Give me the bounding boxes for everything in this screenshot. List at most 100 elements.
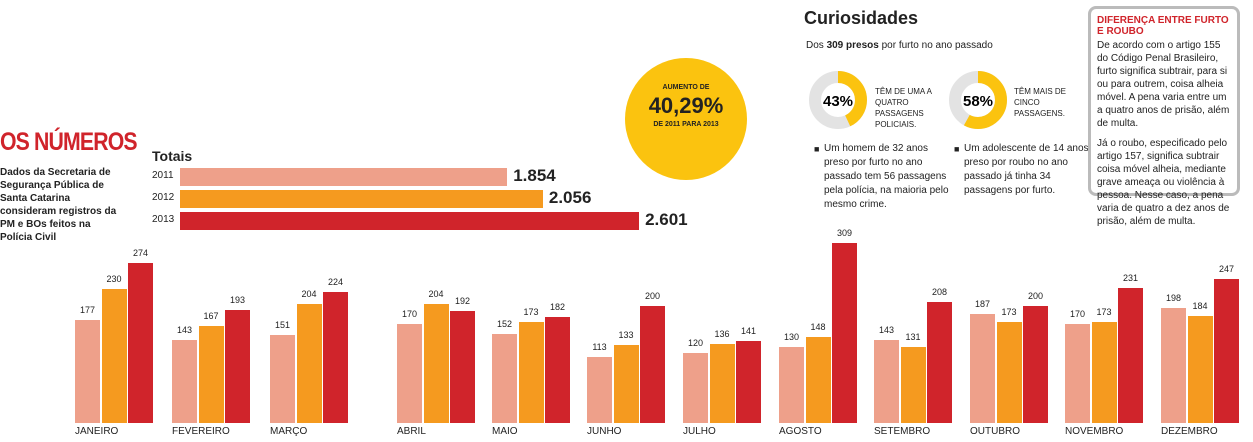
month-label: MAIO [492,426,518,437]
month-bar [1118,288,1143,423]
value-label: 204 [428,289,444,300]
donut-label: 43% [823,93,853,110]
value-label: 274 [132,248,149,259]
value-label: 184 [1192,300,1208,311]
value-label: 151 [274,319,291,330]
month-bar [736,340,761,423]
month-label: JULHO [683,426,716,437]
totals-value: 1.854 [513,166,556,185]
value-label: 309 [836,227,853,238]
month-bar [128,263,153,423]
month-bar [1091,322,1117,423]
value-label: 170 [1069,308,1086,319]
month-bar [683,353,708,423]
note: Um homem de 32 anos preso por furto no a… [814,142,954,212]
note: Um adolescente de 14 anos preso por roub… [954,142,1094,198]
month-label: JUNHO [587,426,622,437]
month-bar [397,323,422,423]
totals-value: 2.601 [645,210,688,229]
totals-bar [180,212,640,230]
month-bar [832,242,857,423]
source-text: Dados da Secretaria de Segurança Pública… [0,167,117,243]
month-bar [423,304,449,423]
value-label: 113 [592,342,607,353]
value-label: 173 [523,307,539,318]
month-bar [996,322,1022,423]
value-label: 120 [687,338,704,349]
month-bar [270,334,295,423]
value-label: 193 [229,295,246,306]
sub-bold: 309 presos [826,40,879,51]
value-label: 141 [740,325,757,336]
value-label: 133 [618,330,634,341]
sub-post: por furto no ano passado [878,40,993,51]
totals-title: Totais [152,148,193,164]
totals-value: 2.056 [548,188,592,207]
month-bar [323,292,348,423]
value-label: 152 [496,319,513,330]
month-bar [805,336,831,423]
month-label: AGOSTO [779,426,822,437]
month-bar [900,346,926,423]
info-box: DIFERENÇA ENTRE FURTO E ROUBO De acordo … [1088,6,1240,227]
donut-43: 43% [809,71,867,129]
curiosidades-subtitle: Dos 309 presos por furto no ano passado [806,40,993,51]
value-label: 173 [1096,307,1112,318]
month-bar [779,347,804,423]
value-label: 143 [878,324,895,335]
month-bar [1023,306,1048,423]
month-label: OUTUBRO [970,426,1020,437]
month-bar [613,345,639,423]
value-label: 170 [401,308,418,319]
page-title: OS NÚMEROS [0,128,138,156]
value-label: 130 [783,332,800,343]
month-bar [927,301,952,423]
value-label: 177 [79,304,96,315]
month-bar [492,334,517,423]
info-box-p2: Já o roubo, especificado pelo artigo 157… [1097,138,1230,227]
value-label: 230 [106,273,122,284]
increase-circle: AUMENTO DE 40,29% DE 2011 PARA 2013 [625,58,747,180]
value-label: 204 [301,289,317,300]
month-bar [709,343,735,423]
month-bar [587,357,612,423]
curiosidades-title: Curiosidades [804,8,919,28]
sub-pre: Dos [806,40,827,51]
month-bar [545,316,570,423]
totals-bar [180,190,543,208]
month-bar [1161,307,1186,423]
month-bar [198,325,224,423]
value-label: 136 [714,328,730,339]
donut-text: TÊM MAIS DE CINCO PASSAGENS. [1014,87,1067,118]
value-label: 247 [1218,263,1235,274]
month-bar [101,288,127,423]
value-label: 182 [549,301,566,312]
month-label: MARÇO [270,426,308,437]
value-label: 208 [931,286,948,297]
month-bar [172,339,197,423]
month-bar [640,306,665,423]
totals-year: 2011 [152,170,174,181]
value-label: 131 [905,331,921,342]
value-label: 224 [327,277,344,288]
month-label: SETEMBRO [874,426,931,437]
month-label: NOVEMBRO [1065,426,1124,437]
month-bar [450,311,475,423]
increase-period: DE 2011 PARA 2013 [653,121,719,128]
totals-bar [180,168,508,186]
value-label: 200 [644,291,661,302]
month-bar [970,313,995,423]
month-bar [1187,315,1213,423]
value-label: 192 [454,296,471,307]
value-label: 143 [176,324,193,335]
month-label: ABRIL [397,426,426,437]
month-bar [1065,323,1090,423]
info-box-title: DIFERENÇA ENTRE FURTO E ROUBO [1097,15,1229,37]
month-bar [518,322,544,423]
info-box-p1: De acordo com o artigo 155 do Código Pen… [1097,40,1230,129]
month-label: FEVEREIRO [172,426,230,437]
totals-year: 2013 [152,214,175,225]
donut-text: TÊM DE UMA A QUATRO PASSAGENS POLICIAIS. [875,87,932,129]
month-bar [874,339,899,423]
value-label: 198 [1165,292,1182,303]
